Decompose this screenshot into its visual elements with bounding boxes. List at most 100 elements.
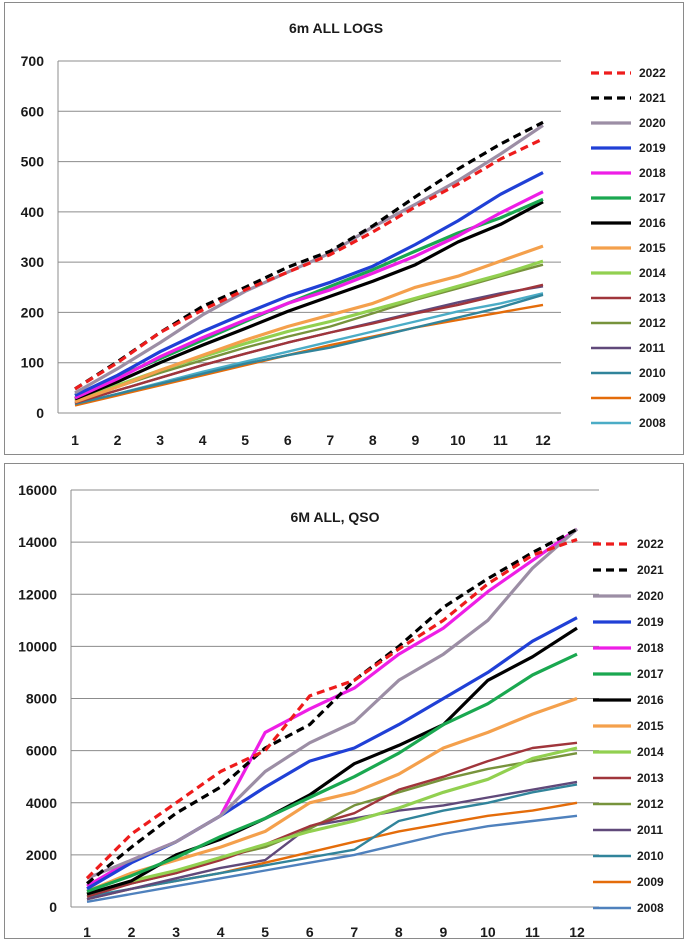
legend-label-2020: 2020 bbox=[637, 589, 664, 603]
legend-label-2015: 2015 bbox=[639, 241, 666, 255]
series-line-2014 bbox=[86, 746, 578, 896]
legend-label-2021: 2021 bbox=[637, 563, 664, 577]
series-line-2010 bbox=[86, 783, 578, 898]
series-lines bbox=[74, 120, 544, 407]
series-line-2018 bbox=[74, 190, 544, 400]
legend-label-2009: 2009 bbox=[637, 875, 664, 889]
y-tick-label: 10000 bbox=[18, 638, 57, 654]
y-tick-label: 0 bbox=[49, 899, 57, 915]
x-tick-label: 9 bbox=[411, 432, 419, 448]
legend-label-2016: 2016 bbox=[639, 216, 666, 230]
legend-label-2020: 2020 bbox=[639, 116, 666, 130]
series-line-2017 bbox=[86, 652, 578, 893]
x-tick-label: 2 bbox=[114, 432, 122, 448]
series-line-2013 bbox=[86, 741, 578, 898]
x-tick-label: 1 bbox=[71, 432, 79, 448]
x-tick-label: 4 bbox=[199, 432, 207, 448]
legend-label-2013: 2013 bbox=[637, 771, 664, 785]
legend-label-2019: 2019 bbox=[637, 615, 664, 629]
x-tick-label: 11 bbox=[493, 432, 508, 448]
chart-title: 6m ALL LOGS bbox=[289, 20, 383, 36]
series-line-2019 bbox=[74, 171, 544, 397]
legend-label-2008: 2008 bbox=[637, 901, 664, 915]
legend-label-2010: 2010 bbox=[637, 849, 664, 863]
y-tick-label: 400 bbox=[21, 204, 45, 220]
x-tick-label: 12 bbox=[535, 432, 551, 448]
legend-label-2017: 2017 bbox=[639, 191, 666, 205]
series-line-2021 bbox=[85, 527, 578, 885]
x-tick-label: 8 bbox=[395, 924, 403, 940]
x-tick-label: 5 bbox=[261, 924, 269, 940]
y-tick-label: 300 bbox=[21, 254, 45, 270]
legend-label-2012: 2012 bbox=[637, 797, 664, 811]
x-tick-label: 4 bbox=[217, 924, 225, 940]
series-line-2018 bbox=[86, 527, 578, 888]
series-line-2012 bbox=[74, 263, 544, 402]
x-tick-label: 12 bbox=[569, 924, 585, 940]
legend-label-2011: 2011 bbox=[639, 341, 665, 355]
y-tick-label: 600 bbox=[21, 103, 45, 119]
legend-label-2013: 2013 bbox=[639, 291, 666, 305]
qso-chart-panel: 0 2000 4000 6000 8000 10000 12000 14000 16000 1 2 3… bbox=[4, 463, 684, 940]
y-tick-label: 0 bbox=[36, 405, 44, 421]
legend-label-2018: 2018 bbox=[637, 641, 664, 655]
legend-label-2014: 2014 bbox=[639, 266, 666, 280]
x-tick-label: 1 bbox=[83, 924, 91, 940]
y-tick-label: 16000 bbox=[18, 482, 57, 498]
y-tick-label: 2000 bbox=[26, 847, 57, 863]
x-tick-label: 7 bbox=[326, 432, 334, 448]
x-tick-label: 6 bbox=[284, 432, 292, 448]
legend-label-2010: 2010 bbox=[639, 366, 666, 380]
series-line-2008 bbox=[86, 814, 578, 903]
y-tick-label: 8000 bbox=[26, 691, 57, 707]
series-line-2010 bbox=[74, 293, 544, 406]
legend-label-2009: 2009 bbox=[639, 391, 666, 405]
y-tick-label: 200 bbox=[21, 304, 45, 320]
y-tick-label: 100 bbox=[21, 355, 45, 371]
chart-title: 6M ALL, QSO bbox=[291, 509, 380, 525]
logs-chart-panel: 0 100 200 300 400 500 600 700 1 2 3 4 5 6 7 8 9 10 11 12 6m … bbox=[4, 2, 684, 455]
legend-label-2015: 2015 bbox=[637, 719, 664, 733]
series-lines bbox=[85, 527, 579, 903]
x-tick-label: 3 bbox=[172, 924, 180, 940]
series-line-2020 bbox=[86, 527, 579, 880]
series-line-2015 bbox=[86, 696, 578, 893]
y-tick-label: 14000 bbox=[18, 534, 57, 550]
legend-label-2008: 2008 bbox=[639, 416, 666, 430]
legend-label-2022: 2022 bbox=[637, 537, 664, 551]
x-tick-label: 8 bbox=[369, 432, 377, 448]
series-line-2022 bbox=[74, 137, 544, 391]
legend: 2022 2021 2020 2019 2018 2017 2016 2015 2014 2013… bbox=[593, 537, 664, 915]
series-line-2011 bbox=[86, 780, 578, 901]
x-tick-label: 7 bbox=[350, 924, 358, 940]
series-line-2022 bbox=[85, 537, 578, 880]
legend: 2022 2021 2020 2019 2018 2017 2016 2015 2014 2013… bbox=[591, 66, 666, 430]
legend-label-2021: 2021 bbox=[639, 91, 666, 105]
legend-label-2016: 2016 bbox=[637, 693, 664, 707]
x-tick-label: 5 bbox=[241, 432, 249, 448]
x-tick-label: 10 bbox=[450, 432, 466, 448]
series-line-2020 bbox=[74, 124, 544, 395]
x-tick-label: 2 bbox=[128, 924, 136, 940]
x-tick-label: 10 bbox=[480, 924, 496, 940]
x-tick-label: 3 bbox=[156, 432, 164, 448]
legend-label-2022: 2022 bbox=[639, 66, 666, 80]
legend-label-2014: 2014 bbox=[637, 745, 664, 759]
y-tick-label: 700 bbox=[21, 53, 45, 69]
x-tick-label: 9 bbox=[439, 924, 447, 940]
series-line-2013 bbox=[74, 283, 544, 405]
legend-label-2017: 2017 bbox=[637, 667, 664, 681]
series-line-2016 bbox=[74, 200, 544, 401]
y-tick-label: 500 bbox=[21, 154, 45, 170]
y-tick-label: 12000 bbox=[18, 586, 57, 602]
legend-label-2012: 2012 bbox=[639, 316, 666, 330]
series-line-2021 bbox=[74, 120, 544, 391]
y-tick-label: 4000 bbox=[26, 795, 57, 811]
x-tick-label: 6 bbox=[306, 924, 314, 940]
legend-label-2019: 2019 bbox=[639, 141, 666, 155]
legend-label-2018: 2018 bbox=[639, 166, 666, 180]
legend-label-2011: 2011 bbox=[637, 823, 663, 837]
series-line-2009 bbox=[74, 303, 544, 407]
